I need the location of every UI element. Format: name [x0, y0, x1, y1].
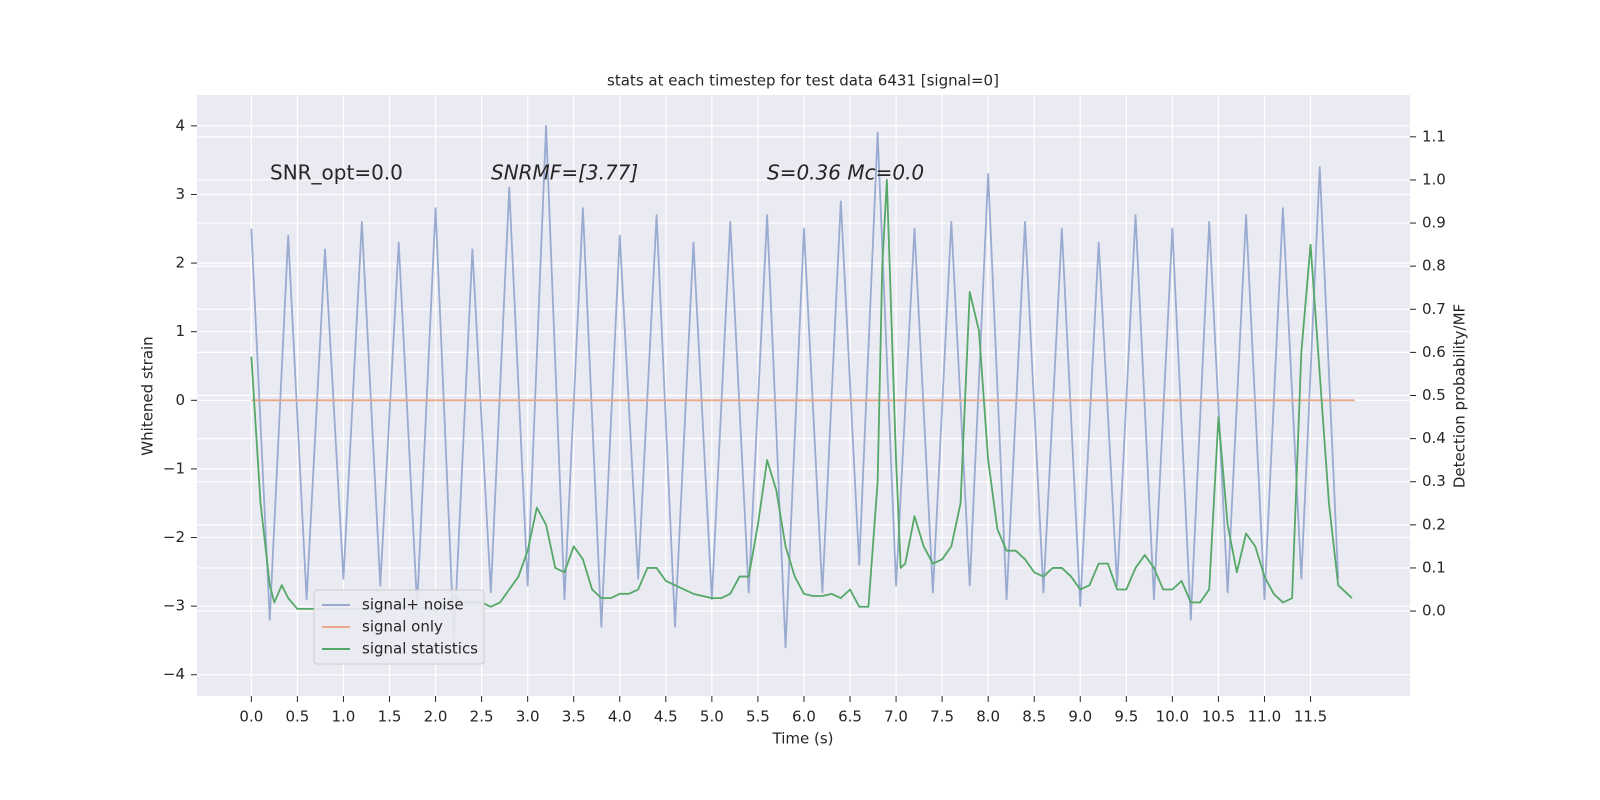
y2-tick-label: 0.9	[1422, 214, 1446, 232]
x-tick-label: 1.5	[378, 708, 402, 726]
legend-label: signal statistics	[362, 640, 478, 658]
x-tick-label: 7.5	[930, 708, 954, 726]
y2-tick-label: 0.5	[1422, 386, 1446, 404]
x-tick-label: 5.0	[700, 708, 724, 726]
y-tick-label: −3	[163, 597, 185, 615]
y-tick-label: −2	[163, 528, 185, 546]
y2-tick-label: 0.3	[1422, 472, 1446, 490]
x-tick-label: 1.0	[332, 708, 356, 726]
x-tick-label: 6.5	[838, 708, 862, 726]
x-tick-label: 9.5	[1114, 708, 1138, 726]
y2-tick-label: 0.7	[1422, 300, 1446, 318]
y2-tick-label: 0.4	[1422, 429, 1446, 447]
x-tick-label: 2.5	[470, 708, 494, 726]
x-tick-label: 3.5	[562, 708, 586, 726]
labels: 0.0 0.5 1.0 1.5 2.0 2.5 3.0 3.5 4.0 4.5 5.0 5.5 6.0 6…	[163, 116, 1446, 725]
y-tick-label: 3	[175, 185, 185, 203]
y-tick-label: 2	[175, 254, 185, 272]
y-tick-label: −1	[163, 459, 185, 477]
y2-tick-label: 0.0	[1422, 602, 1446, 620]
y2-tick-label: 0.6	[1422, 343, 1446, 361]
chart-title: stats at each timestep for test data 643…	[607, 72, 999, 90]
legend-label: signal only	[362, 618, 443, 636]
x-tick-label: 10.5	[1202, 708, 1235, 726]
x-tick-label: 9.0	[1068, 708, 1092, 726]
x-tick-label: 8.5	[1022, 708, 1046, 726]
annotation: SNRMF=[3.77]	[491, 161, 638, 185]
x-tick-label: 0.0	[239, 708, 263, 726]
y-axis-label: Whitened strain	[139, 336, 157, 455]
annotation: S=0.36 Mc=0.0	[767, 161, 924, 185]
x-tick-label: 4.5	[654, 708, 678, 726]
y-tick-label: −4	[163, 665, 185, 683]
y-tick-label: 1	[175, 322, 185, 340]
y2-axis-label: Detection probability/MF	[1451, 304, 1469, 488]
y-tick-label: 0	[175, 391, 185, 409]
x-tick-label: 10.0	[1156, 708, 1189, 726]
x-tick-label: 11.5	[1294, 708, 1327, 726]
x-tick-label: 7.0	[884, 708, 908, 726]
series-line	[250, 124, 1340, 649]
x-tick-label: 0.5	[285, 708, 309, 726]
x-tick-label: 3.0	[516, 708, 540, 726]
legend-label: signal+ noise	[362, 596, 464, 614]
x-tick-label: 5.5	[746, 708, 770, 726]
y2-tick-label: 0.2	[1422, 515, 1446, 533]
x-axis-label: Time (s)	[772, 730, 834, 748]
legend-box	[313, 589, 485, 665]
y-tick-label: 4	[175, 116, 185, 134]
y2-tick-label: 0.1	[1422, 558, 1446, 576]
x-tick-label: 4.0	[608, 708, 632, 726]
legend: signal+ noise signal only signal statistic…	[313, 589, 485, 665]
x-tick-label: 8.0	[976, 708, 1000, 726]
x-tick-label: 6.0	[792, 708, 816, 726]
x-tick-label: 11.0	[1248, 708, 1281, 726]
y2-tick-label: 1.0	[1422, 170, 1446, 188]
annotation: SNR_opt=0.0	[270, 161, 403, 185]
y2-tick-label: 0.8	[1422, 257, 1446, 275]
y2-tick-label: 1.1	[1422, 127, 1446, 145]
x-tick-label: 2.0	[424, 708, 448, 726]
